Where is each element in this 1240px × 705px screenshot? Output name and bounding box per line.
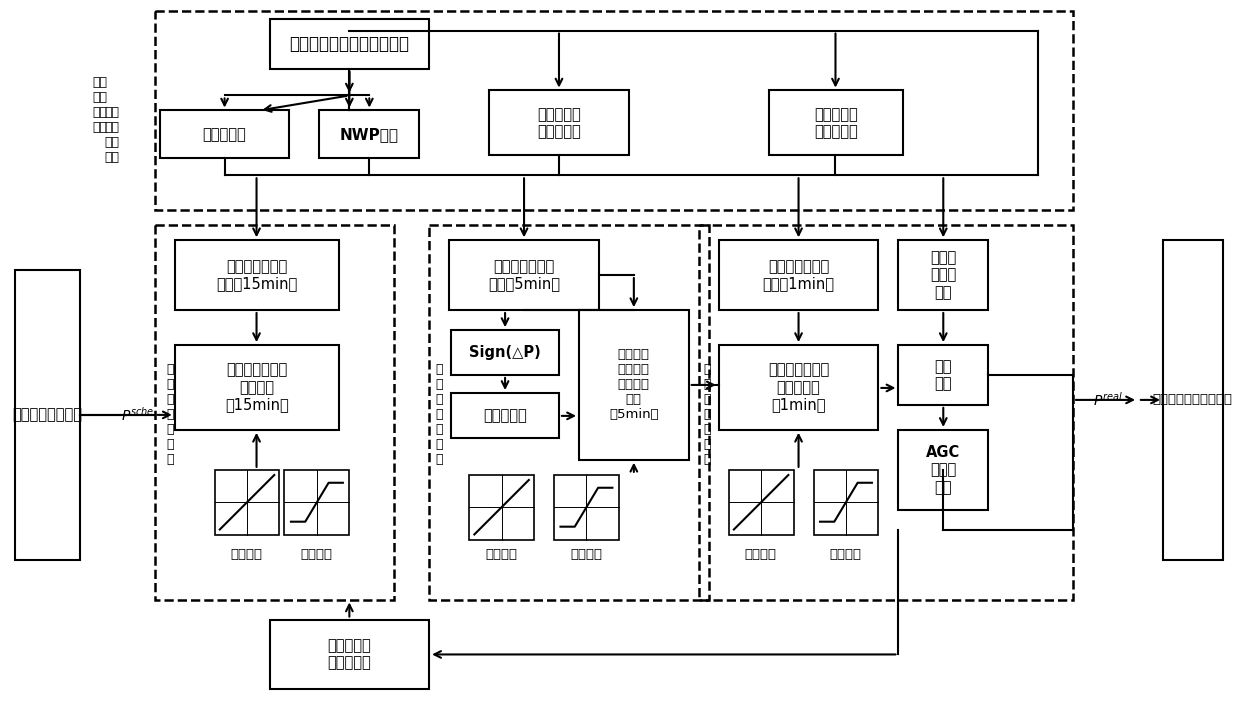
Bar (175, 345, 340, 430)
Text: 风电
增减: 风电 增减 (935, 359, 952, 391)
Text: 场群预测功
率误差反馈: 场群预测功 率误差反馈 (327, 638, 371, 670)
Bar (269, 18, 429, 68)
Bar (451, 393, 559, 438)
Bar (769, 90, 904, 155)
Bar (698, 225, 1073, 599)
Text: NWP数据: NWP数据 (340, 127, 399, 142)
Text: 风电场及风电集群拓扑结构: 风电场及风电集群拓扑结构 (289, 35, 409, 53)
Text: 风电场运行与检测系统: 风电场运行与检测系统 (1153, 393, 1233, 406)
Bar (489, 90, 629, 155)
Text: 风电集群调度中心: 风电集群调度中心 (12, 407, 82, 422)
Text: 超短期风电功率
预测（5min）: 超短期风电功率 预测（5min） (489, 259, 560, 291)
Bar (155, 11, 1073, 210)
Bar (284, 470, 350, 534)
Bar (269, 620, 429, 689)
Text: 限幅环节: 限幅环节 (300, 548, 332, 561)
Bar (160, 111, 289, 159)
Text: AGC
下旋转
备用: AGC 下旋转 备用 (926, 445, 961, 495)
Bar (429, 225, 709, 599)
Text: 空间相关性: 空间相关性 (202, 127, 247, 142)
Bar (155, 225, 394, 599)
Text: 集
群
优
化
调
度
层: 集 群 优 化 调 度 层 (166, 363, 174, 467)
Text: $P^{sche}$: $P^{sche}$ (122, 406, 155, 424)
Bar (719, 345, 878, 430)
Text: 超短期风电功率
预测（1min）: 超短期风电功率 预测（1min） (763, 259, 835, 291)
Bar (898, 345, 988, 405)
Text: 风电场分群: 风电场分群 (484, 408, 527, 423)
Text: 风电送
出断面
监视: 风电送 出断面 监视 (930, 250, 956, 300)
Bar (469, 474, 534, 539)
Bar (320, 111, 419, 159)
Text: 限幅环节: 限幅环节 (830, 548, 862, 561)
Bar (579, 310, 688, 460)
Bar (719, 240, 878, 310)
Text: 单场预测功
率误差反馈: 单场预测功 率误差反馈 (815, 106, 858, 139)
Text: 爬坡限制: 爬坡限制 (485, 548, 517, 561)
Bar (451, 330, 559, 375)
Text: 各场群内
单场有功
出力滚动
优化
（5min）: 各场群内 单场有功 出力滚动 优化 （5min） (609, 348, 658, 422)
Bar (175, 240, 340, 310)
Text: 单场自动有功出
力滚动优化
（1min）: 单场自动有功出 力滚动优化 （1min） (768, 362, 830, 412)
Text: $P^{real}$: $P^{real}$ (1092, 391, 1123, 409)
Text: 限幅环节: 限幅环节 (570, 548, 601, 561)
Bar (898, 430, 988, 510)
Text: 超短期风电功率
预测（15min）: 超短期风电功率 预测（15min） (217, 259, 298, 291)
Bar (554, 474, 619, 539)
Text: Sign(△P): Sign(△P) (469, 345, 541, 360)
Text: 爬坡限制: 爬坡限制 (744, 548, 776, 561)
Bar (1163, 240, 1223, 560)
Text: 单
场
自
动
执
行
层: 单 场 自 动 执 行 层 (703, 363, 711, 467)
Bar (449, 240, 599, 310)
Bar (813, 470, 878, 534)
Bar (15, 270, 79, 560)
Text: 风电
功率
预测
输入: 风电 功率 预测 输入 (104, 106, 119, 164)
Bar (729, 470, 794, 534)
Text: 各场群有功出力
滚动优化
（15min）: 各场群有功出力 滚动优化 （15min） (226, 362, 289, 412)
Text: 场
群
协
调
分
类
层: 场 群 协 调 分 类 层 (435, 363, 443, 467)
Bar (215, 470, 279, 534)
Text: 爬坡限制: 爬坡限制 (231, 548, 263, 561)
Text: 风电
功率
预测
输入: 风电 功率 预测 输入 (92, 76, 108, 135)
Text: 单场预测功
率误差反馈: 单场预测功 率误差反馈 (537, 106, 580, 139)
Bar (898, 240, 988, 310)
